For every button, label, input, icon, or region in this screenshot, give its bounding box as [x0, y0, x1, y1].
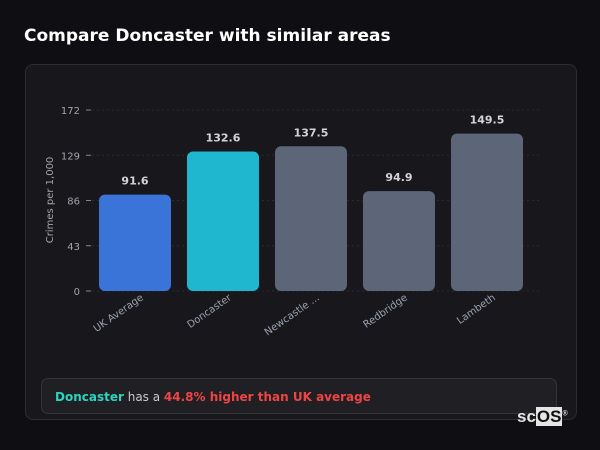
comparison-summary: Doncaster has a 44.8% higher than UK ave…: [41, 378, 557, 414]
data-label: 137.5: [294, 126, 329, 139]
bar: [187, 151, 259, 291]
bar: [99, 194, 171, 291]
bar: [363, 191, 435, 291]
x-tick-label: Newcastle ...: [263, 292, 322, 338]
data-label: 94.9: [385, 171, 412, 184]
summary-text: has a: [123, 390, 164, 404]
x-tick-label: UK Average: [92, 292, 146, 334]
y-tick-label: 172: [61, 106, 80, 117]
comparison-value: 44.8% higher than UK average: [163, 390, 371, 404]
data-label: 149.5: [470, 114, 505, 127]
scos-logo: scOS®: [517, 407, 568, 426]
area-name: Doncaster: [55, 390, 124, 404]
x-tick-label: Lambeth: [455, 292, 498, 326]
y-axis-label: Crimes per 1,000: [45, 157, 56, 244]
y-tick-label: 86: [67, 197, 80, 208]
y-tick-label: 43: [67, 242, 80, 253]
data-label: 132.6: [206, 131, 241, 144]
y-tick-label: 129: [61, 151, 80, 162]
page-title: Compare Doncaster with similar areas: [24, 26, 391, 46]
bar: [275, 146, 347, 291]
bar: [451, 133, 523, 291]
x-tick-label: Redbridge: [362, 292, 410, 330]
y-tick-label: 0: [74, 287, 80, 298]
x-tick-label: Doncaster: [185, 292, 234, 331]
data-label: 91.6: [121, 175, 148, 188]
